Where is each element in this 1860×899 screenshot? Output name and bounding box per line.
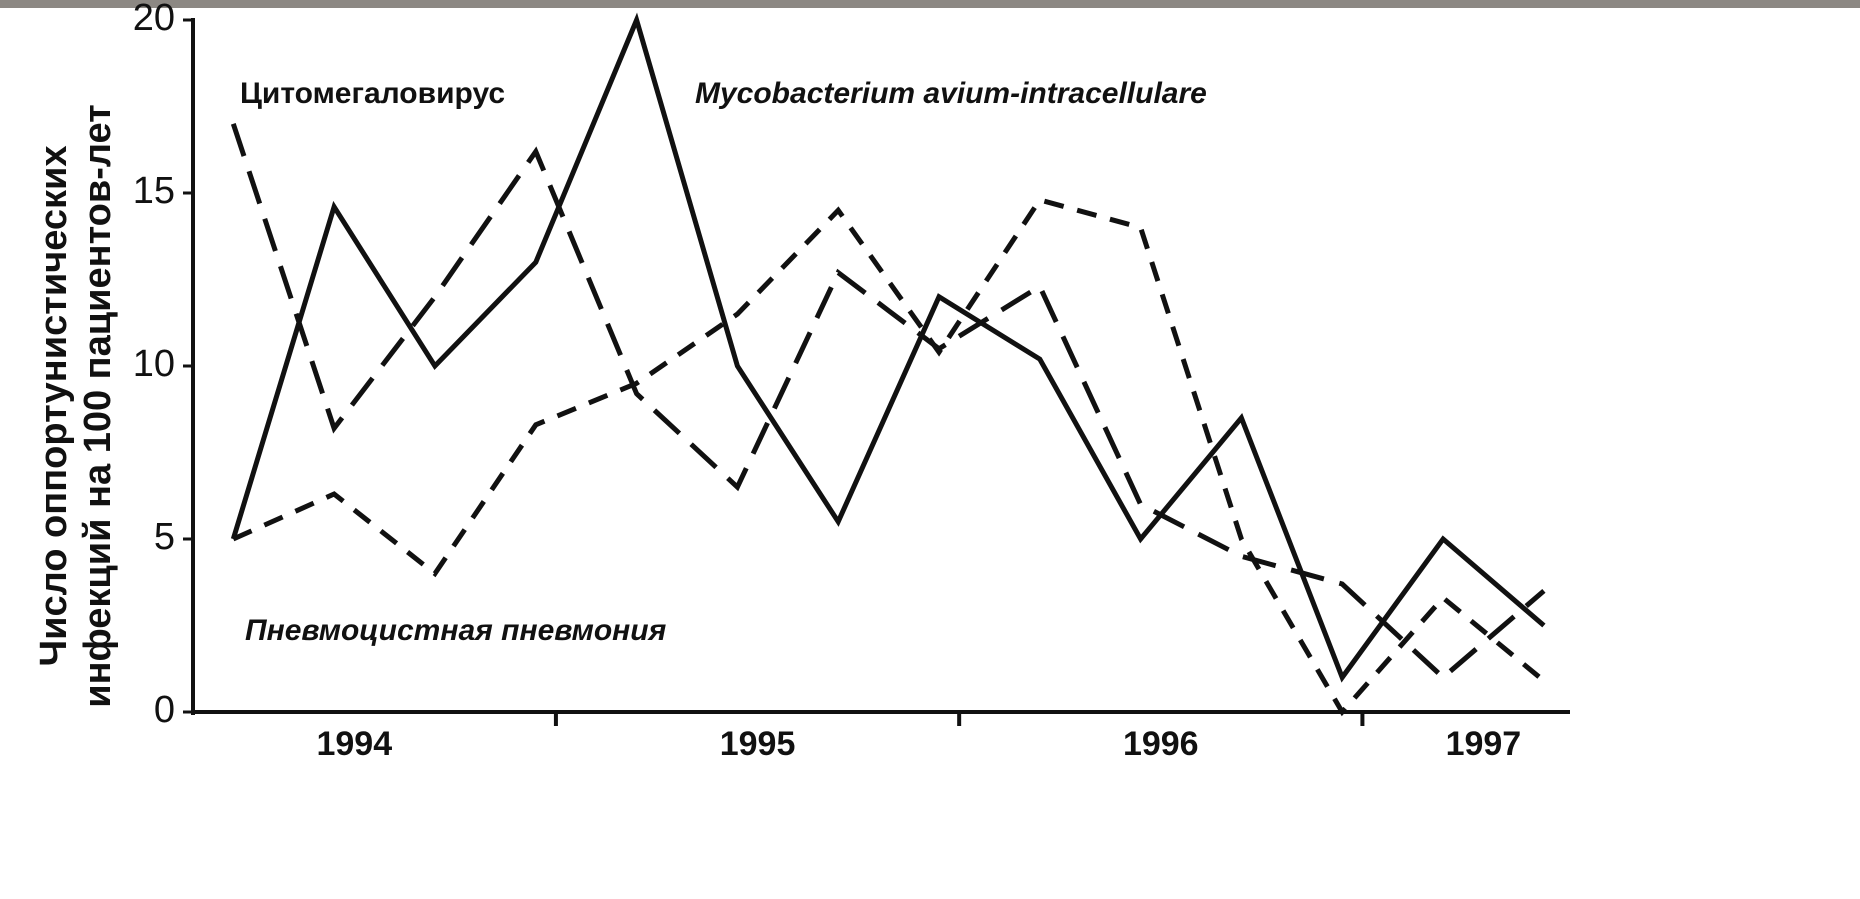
y-axis-label-line: инфекций на 100 пациентов-лет	[77, 104, 119, 708]
x-tick-label: 1996	[1123, 725, 1199, 763]
top-bar	[0, 0, 1860, 8]
series-line	[230, 123, 1546, 681]
y-axis-label-line: Число оппортунистических	[33, 145, 75, 666]
x-tick-label: 1994	[316, 725, 392, 763]
x-tick-label: 1995	[720, 725, 796, 763]
series-label: Цитомегаловирус	[240, 77, 505, 110]
series-line	[230, 12, 1546, 683]
x-tick-label: 1997	[1446, 725, 1522, 763]
series-label: Пневмоцистная пневмония	[245, 614, 667, 647]
y-tick-label: 5	[154, 516, 175, 558]
series-label: Mycobacterium avium-intracellulare	[695, 77, 1207, 110]
series-line	[232, 197, 1546, 717]
y-tick-label: 15	[133, 170, 175, 212]
y-tick-label: 20	[133, 0, 175, 39]
y-tick-label: 10	[133, 343, 175, 385]
y-tick-label: 0	[154, 689, 175, 731]
y-axis-label: Число оппортунистическихинфекций на 100 …	[33, 104, 119, 708]
